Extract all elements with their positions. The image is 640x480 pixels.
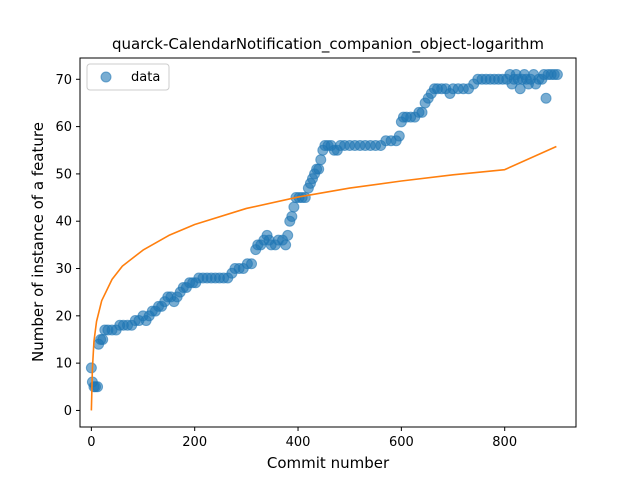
y-tick-label: 30 — [55, 262, 72, 277]
legend-marker — [100, 71, 112, 83]
y-tick-label: 60 — [55, 120, 72, 135]
data-point-143 — [551, 69, 563, 81]
y-tick-label: 50 — [55, 167, 72, 182]
data-point-74 — [313, 163, 325, 175]
axes-frame — [79, 57, 577, 428]
y-tick-label: 0 — [64, 404, 72, 419]
y-tick-label: 40 — [55, 215, 72, 230]
y-tick-label: 70 — [55, 73, 72, 88]
data-point-49 — [246, 258, 258, 270]
legend-box — [86, 63, 170, 91]
x-tick-label: 0 — [87, 435, 95, 450]
data-point-94 — [393, 130, 405, 142]
x-tick-label: 800 — [492, 435, 517, 450]
y-tick-label: 10 — [55, 357, 72, 372]
chart-title: quarck-CalendarNotification_companion_ob… — [112, 35, 544, 54]
data-point-64 — [288, 201, 300, 213]
x-tick-label: 200 — [182, 435, 207, 450]
data-point-139 — [540, 92, 552, 104]
data-point-68 — [299, 192, 311, 204]
data-point-101 — [416, 106, 428, 118]
data-point-63 — [286, 210, 298, 222]
data-point-75 — [315, 154, 327, 166]
data-point-4 — [92, 381, 104, 393]
legend-label-data: data — [131, 70, 160, 85]
x-axis-label: Commit number — [267, 454, 390, 472]
data-point-7 — [97, 333, 109, 345]
axis-ticks: 0 200 400 600 800 0 10 20 30 40 50 60 70 — [55, 73, 517, 450]
plot-area — [85, 69, 563, 411]
x-tick-label: 400 — [286, 435, 311, 450]
y-tick-label: 20 — [55, 309, 72, 324]
x-tick-label: 600 — [389, 435, 414, 450]
data-point-0 — [85, 362, 97, 374]
fit-line — [90, 145, 557, 411]
y-axis-label: Number of instance of a feature — [29, 122, 47, 362]
data-point-60 — [280, 239, 292, 251]
data-point-61 — [282, 229, 294, 241]
legend: data — [86, 63, 170, 91]
